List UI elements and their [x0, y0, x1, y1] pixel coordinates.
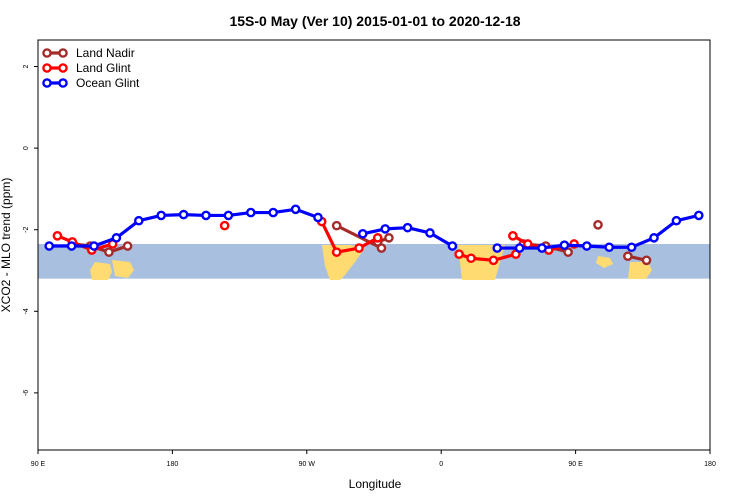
legend-label: Land Glint [76, 61, 131, 75]
data-point [466, 253, 476, 264]
data-point [111, 233, 122, 243]
y-tick-label: -4 [23, 308, 30, 314]
data-point [641, 255, 652, 266]
y-tick-label: -6 [23, 390, 30, 396]
data-point [425, 228, 435, 238]
data-point [671, 215, 682, 226]
legend-marker [42, 78, 52, 88]
data-point [372, 233, 383, 243]
data-point [559, 240, 570, 251]
data-point [201, 210, 211, 221]
legend-label: Land Nadir [76, 46, 135, 60]
y-tick-label: 2 [23, 64, 30, 68]
data-point [104, 247, 114, 257]
legend-marker [58, 48, 68, 58]
data-point [694, 210, 704, 221]
land-shape [112, 260, 134, 278]
x-tick-label: 90 E [568, 461, 583, 468]
data-point [268, 207, 279, 218]
series-line [320, 220, 379, 254]
data-point [582, 241, 592, 251]
data-point [488, 255, 499, 266]
series-ocean-glint [44, 204, 704, 253]
data-point [508, 231, 518, 241]
data-point [563, 247, 573, 257]
data-point [626, 242, 637, 253]
data-point [313, 212, 323, 223]
legend-marker [42, 63, 52, 73]
land-shape [628, 262, 652, 279]
x-axis: 90 E 180 90 W 0 90 E 180 [31, 450, 716, 468]
y-axis: 2 0 -2 -4 -6 [23, 64, 38, 396]
data-point [492, 243, 503, 253]
data-point [537, 243, 547, 253]
data-point [122, 241, 133, 251]
x-tick-label: 180 [167, 461, 179, 468]
x-tick-label: 90 E [31, 461, 46, 468]
legend-marker [42, 48, 52, 58]
y-tick-label: 0 [23, 146, 30, 150]
data-point [380, 224, 391, 234]
data-point [66, 241, 77, 251]
land-shape [596, 256, 613, 268]
data-point [357, 228, 368, 239]
data-point [649, 233, 659, 243]
series-layer [44, 204, 704, 266]
data-point [447, 241, 458, 251]
data-point [331, 247, 342, 257]
land-masses [90, 245, 652, 280]
data-point [331, 220, 342, 231]
data-point [354, 243, 364, 253]
series-line [458, 252, 517, 262]
data-point [89, 241, 99, 251]
data-point [133, 215, 144, 226]
data-point [52, 231, 63, 241]
data-point [514, 243, 525, 253]
legend-marker [58, 63, 68, 73]
data-point [219, 220, 230, 231]
data-point [454, 249, 464, 259]
data-point [178, 209, 189, 220]
data-point [604, 242, 615, 253]
data-point [245, 207, 256, 218]
data-point [223, 210, 234, 221]
y-tick-label: -2 [23, 226, 30, 232]
x-tick-label: 0 [439, 461, 443, 468]
x-tick-label: 180 [704, 461, 716, 468]
x-tick-label: 90 W [299, 461, 316, 468]
x-axis-label: Longitude [349, 477, 402, 491]
data-point [156, 210, 166, 221]
series-line [497, 213, 700, 250]
data-point [402, 222, 413, 233]
legend-label: Ocean Glint [76, 76, 140, 90]
data-point [623, 251, 633, 262]
land-shape [90, 262, 112, 280]
plot-frame [37, 39, 711, 451]
legend-marker [58, 78, 68, 88]
chart-title: 15S-0 May (Ver 10) 2015-01-01 to 2020-12… [229, 13, 520, 29]
data-point [384, 233, 394, 243]
y-axis-label: XCO2 - MLO trend (ppm) [0, 178, 13, 313]
data-point [593, 220, 603, 230]
data-point [290, 204, 301, 215]
data-point [44, 241, 55, 251]
